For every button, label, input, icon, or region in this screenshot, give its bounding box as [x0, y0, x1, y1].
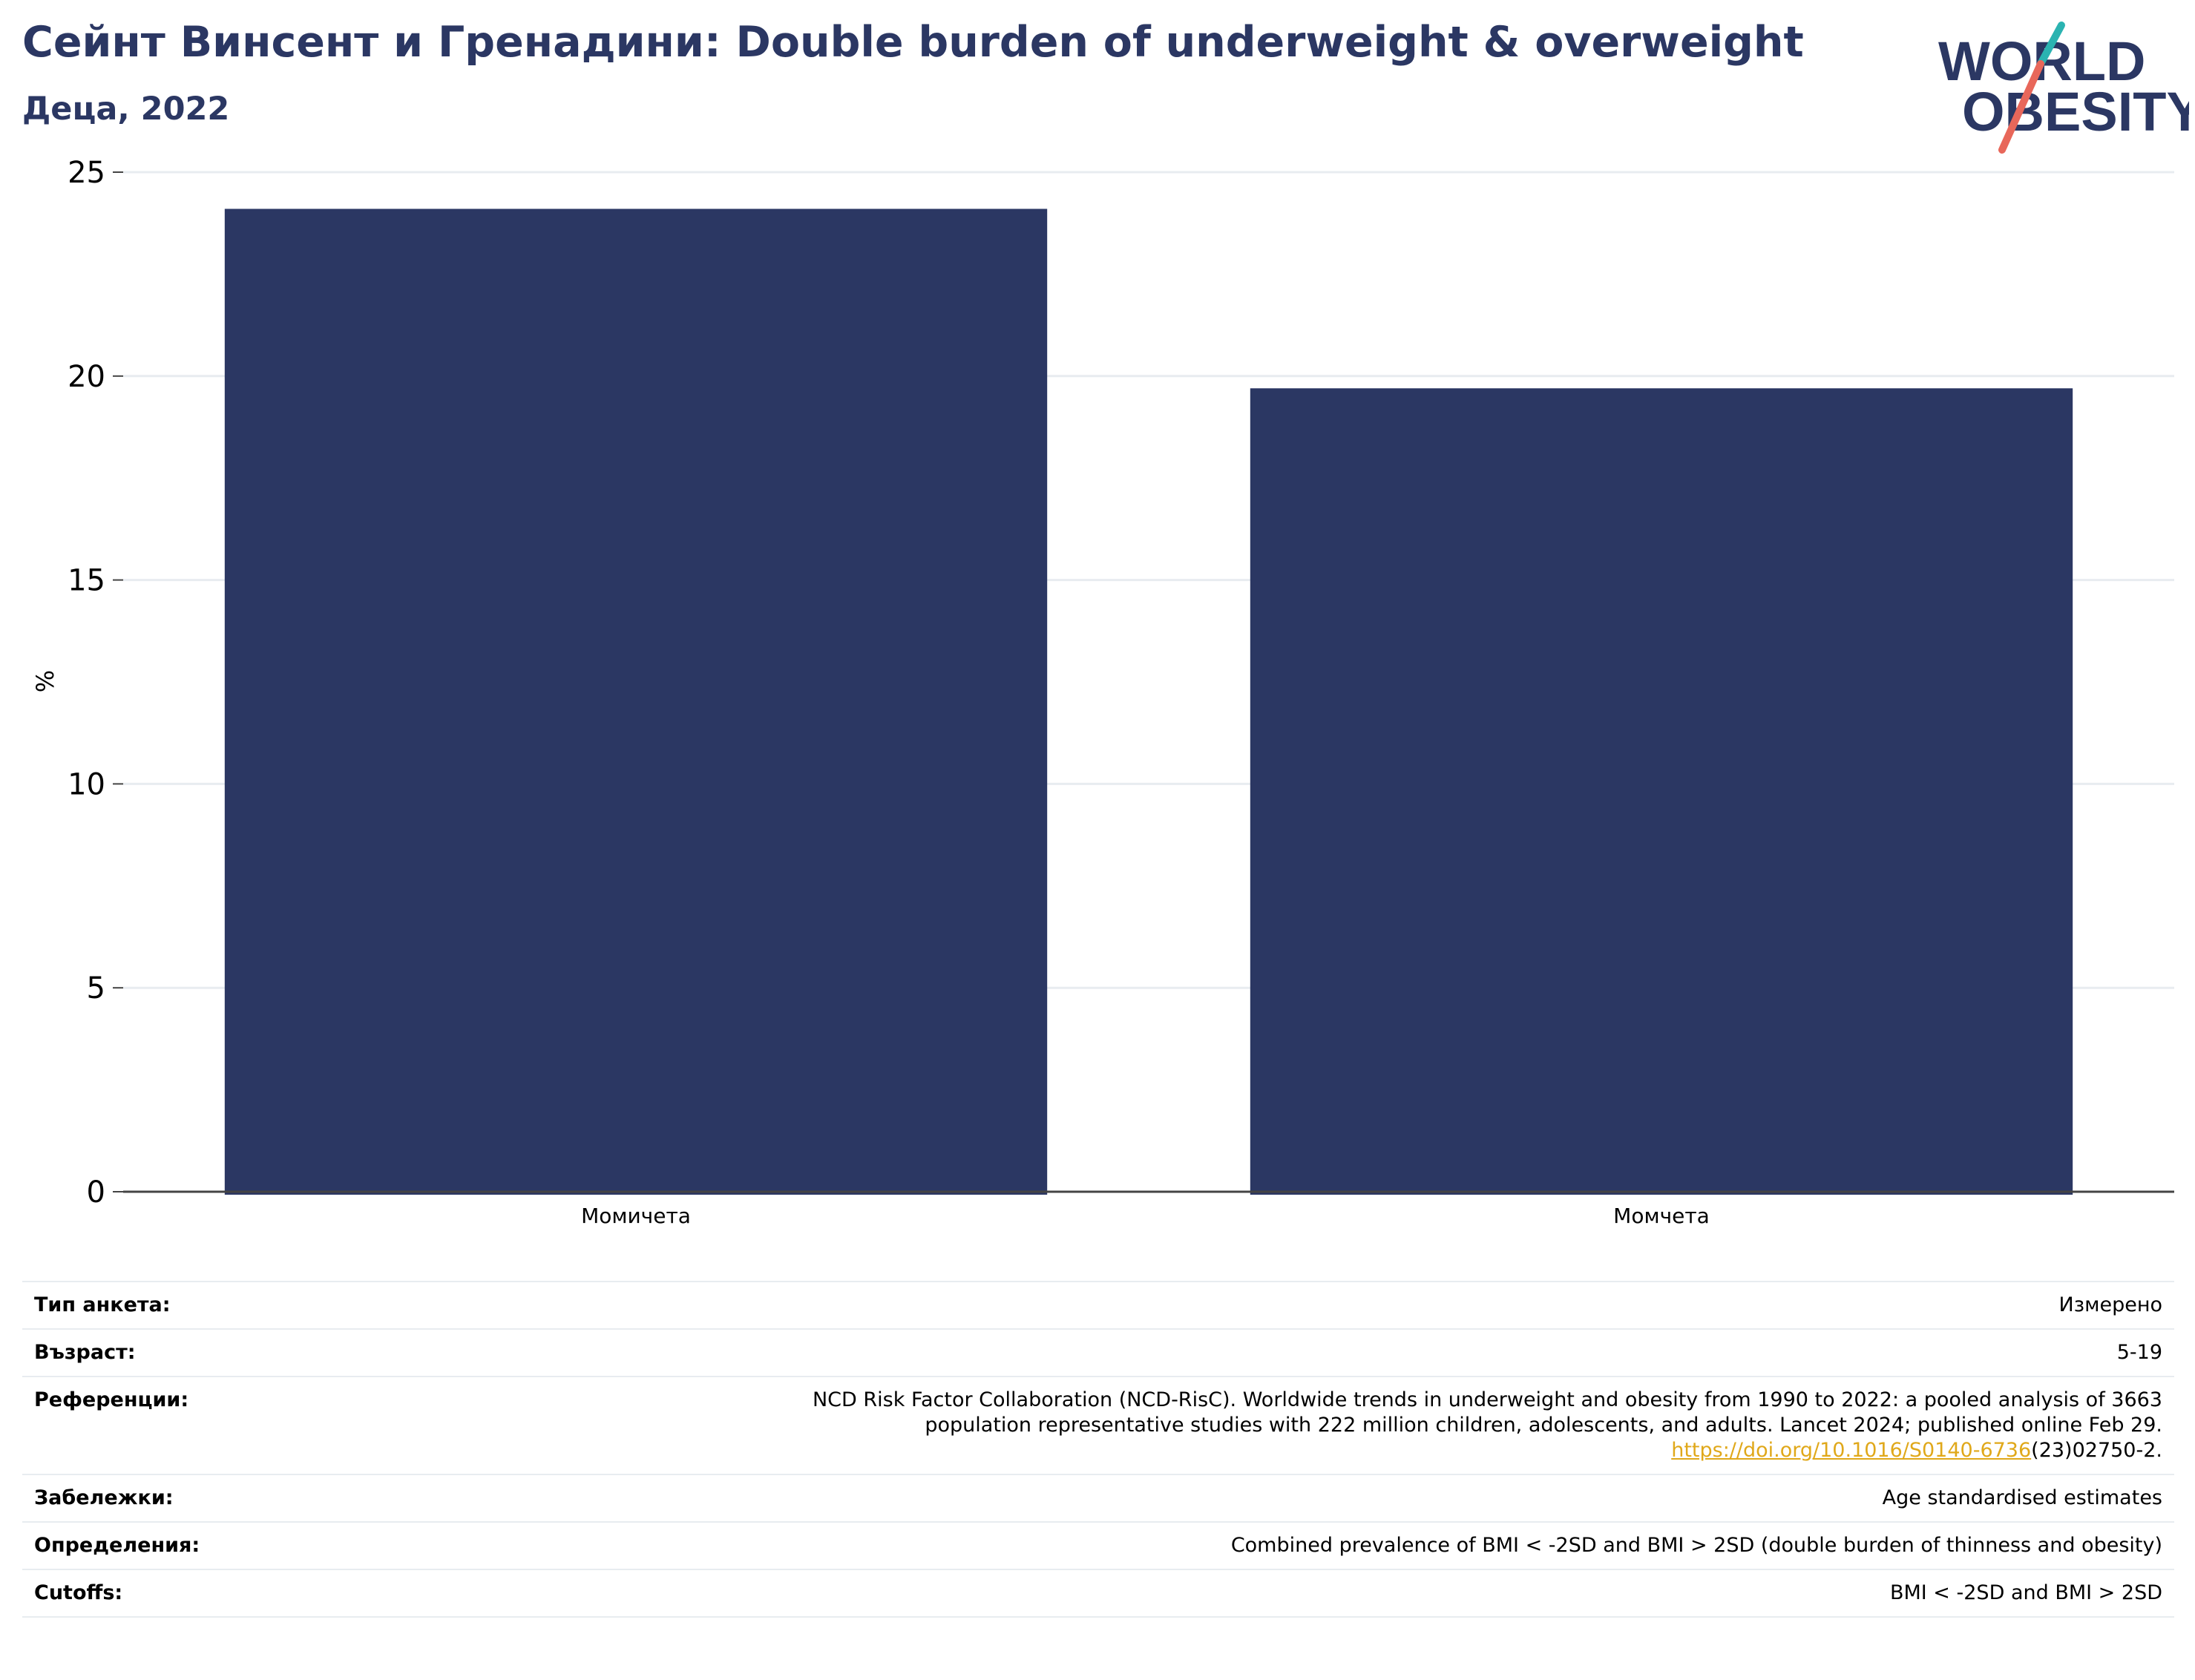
reference-line-1: NCD Risk Factor Collaboration (NCD-RisC)… [812, 1388, 2162, 1411]
meta-row-survey-type: Тип анкета: Измерено [22, 1281, 2174, 1330]
meta-key: Референции: [22, 1376, 491, 1475]
meta-value: Age standardised estimates [491, 1474, 2174, 1523]
meta-key: Възраст: [22, 1328, 491, 1377]
page-subtitle: Деца, 2022 [22, 91, 230, 128]
meta-row-definitions: Определения: Combined prevalence of BMI … [22, 1521, 2174, 1570]
meta-value: BMI < -2SD and BMI > 2SD [491, 1569, 2174, 1618]
meta-row-notes: Забележки: Age standardised estimates [22, 1474, 2174, 1523]
logo-slash-red [1998, 60, 2044, 154]
meta-key: Определения: [22, 1521, 491, 1570]
meta-row-references: Референции: NCD Risk Factor Collaboratio… [22, 1376, 2174, 1475]
x-tick-label: Момичета [581, 1204, 691, 1228]
meta-value: NCD Risk Factor Collaboration (NCD-RisC)… [491, 1376, 2174, 1475]
reference-doi-tail: (23)02750-2. [2031, 1439, 2162, 1462]
bars [224, 209, 2073, 1195]
y-tick-label: 10 [68, 767, 105, 801]
y-tick-label: 15 [68, 564, 105, 598]
y-tick-label: 20 [68, 360, 105, 394]
meta-key: Тип анкета: [22, 1281, 491, 1330]
meta-row-cutoffs: Cutoffs: BMI < -2SD and BMI > 2SD [22, 1569, 2174, 1618]
world-obesity-logo: WORLD OBESITY [1938, 22, 2189, 154]
meta-key: Забележки: [22, 1474, 491, 1523]
metadata-table: Тип анкета: Измерено Възраст: 5-19 Рефер… [22, 1281, 2174, 1618]
meta-value: Измерено [491, 1281, 2174, 1330]
page-title: Сейнт Винсент и Гренадини: Double burden… [22, 18, 1804, 67]
bar [1250, 388, 2073, 1195]
meta-value: Combined prevalence of BMI < -2SD and BM… [491, 1521, 2174, 1570]
meta-row-age: Възраст: 5-19 [22, 1328, 2174, 1377]
reference-line-2: population representative studies with 2… [925, 1414, 2162, 1437]
logo-text-obesity: OBESITY [1962, 81, 2189, 142]
meta-key: Cutoffs: [22, 1569, 491, 1618]
reference-doi-link[interactable]: https://doi.org/10.1016/S0140-6736 [1671, 1439, 2032, 1462]
y-axis-label: % [31, 670, 59, 692]
y-tick-label: 0 [87, 1175, 105, 1210]
logo-slash-teal [2037, 22, 2065, 68]
y-tick-label: 25 [68, 156, 105, 190]
bar-chart: 0 5 10 15 20 25 Момичета Момчета% [31, 156, 2174, 1228]
x-tick-label: Момчета [1613, 1204, 1710, 1228]
bar [224, 209, 1048, 1195]
meta-value: 5-19 [491, 1328, 2174, 1377]
y-tick-label: 5 [87, 971, 105, 1005]
axes: 0 5 10 15 20 25 Момичета Момчета% [31, 156, 2174, 1228]
